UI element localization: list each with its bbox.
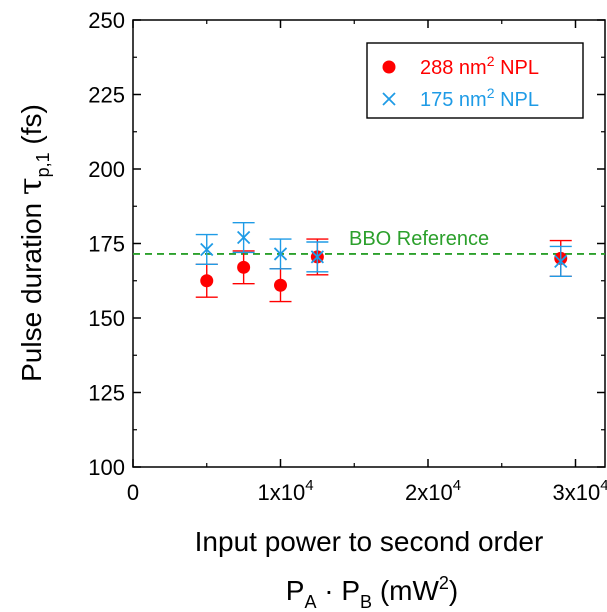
x-tick-label: 2x104 <box>405 477 461 505</box>
y-tick-label: 200 <box>88 157 125 182</box>
x-tick-label: 1x104 <box>257 477 313 505</box>
data-point-circle <box>274 278 287 292</box>
x-axis-title-line2: PA · PB (mW2) <box>286 573 459 612</box>
y-axis-title: Pulse duration τp,1 (fs) <box>11 104 53 382</box>
y-tick-label: 100 <box>88 455 125 480</box>
data-point-x <box>554 254 568 269</box>
legend-label: 288 nm2 NPL <box>420 53 539 79</box>
data-point-circle <box>200 274 214 288</box>
data-points <box>195 221 572 303</box>
x-marker-stroke <box>273 247 288 261</box>
y-tick-label: 150 <box>88 306 125 331</box>
legend-marker-circle <box>382 60 396 74</box>
y-tick-label: 175 <box>88 232 125 257</box>
y-tick-label: 250 <box>88 8 125 33</box>
series-2 <box>195 221 572 277</box>
data-point-x <box>236 230 251 245</box>
axis-titles: Pulse duration τp,1 (fs) Input power to s… <box>11 104 543 612</box>
legend-box <box>366 42 584 119</box>
axes: 100 125 150 175 200 225 250 0 1x104 2x104 3x104 <box>88 8 607 505</box>
x-marker-stroke <box>236 230 251 245</box>
data-point-x <box>200 242 214 257</box>
data-point-x <box>273 247 288 261</box>
x-tick-label: 3x104 <box>552 477 607 505</box>
x-marker-stroke <box>310 250 325 264</box>
x-marker-stroke <box>554 254 568 269</box>
x-tick-label: 0 <box>127 480 139 505</box>
x-marker-stroke <box>200 242 214 257</box>
legend-marker-x <box>382 92 396 106</box>
data-point-x <box>310 250 325 264</box>
legend-label: 175 nm2 NPL <box>420 85 539 111</box>
data-point-circle <box>237 260 251 274</box>
reference-line-group: BBO Reference <box>133 228 605 255</box>
x-axis-title-line1: Input power to second order <box>195 526 544 557</box>
y-tick-label: 225 <box>88 83 125 108</box>
bbo-reference-label: BBO Reference <box>349 228 489 250</box>
y-tick-label: 125 <box>88 381 125 406</box>
legend: 288 nm2 NPL 175 nm2 NPL <box>366 42 584 119</box>
